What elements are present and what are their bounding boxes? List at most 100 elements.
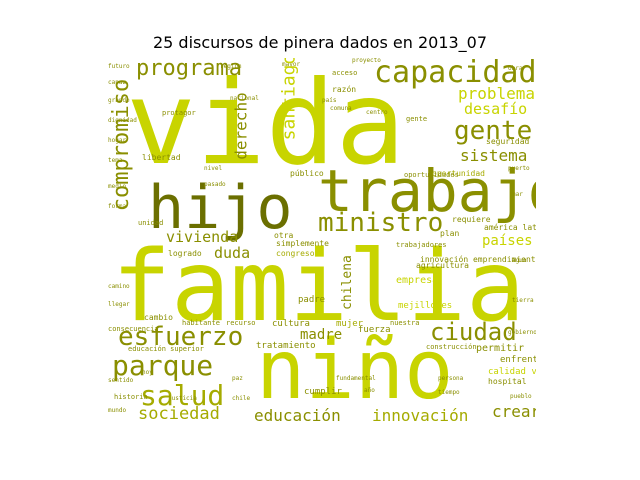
- word-oportunidades: oportunidades: [404, 171, 459, 179]
- word-gente-small: gente: [406, 115, 428, 123]
- figure-title: 25 discursos de pinera dados en 2013_07: [152, 33, 488, 52]
- word-trabajo: trabajo: [318, 157, 536, 225]
- word-gobierno: gobierno: [508, 329, 536, 336]
- word-sentido: sentido: [108, 377, 134, 384]
- word-calidad-vida: calidad vida: [488, 367, 536, 377]
- word-persona: persona: [438, 375, 464, 382]
- word-medio: medio: [108, 183, 127, 190]
- word-protagonista: protagor: [162, 109, 196, 117]
- word-innovacion: innovación: [372, 406, 469, 424]
- word-ciudad: ciudad: [430, 318, 517, 346]
- word-familia: familia: [112, 230, 526, 344]
- word-mar: mar: [512, 191, 523, 198]
- word-razon: razón: [332, 85, 357, 94]
- word-duda: duda: [214, 244, 251, 262]
- word-seguridad: seguridad: [486, 137, 530, 146]
- word-capaz: capaz: [108, 79, 127, 86]
- word-tema: tema: [108, 157, 123, 164]
- word-logrado: logrado: [168, 249, 202, 258]
- word-llegar: llegar: [108, 301, 130, 308]
- word-crear: crear: [492, 402, 536, 421]
- word-construccion: construcción: [426, 343, 477, 351]
- word-tierra: tierra: [512, 297, 534, 304]
- word-mundo: mundo: [108, 407, 127, 414]
- word-mayor: mayor: [282, 61, 301, 68]
- word-madre: madre: [300, 327, 343, 343]
- word-consecuencia: consecuencia: [108, 325, 159, 333]
- word-nuestra: nuestra: [390, 319, 420, 327]
- word-chile: chile: [232, 395, 251, 402]
- word-sociedad: sociedad: [138, 404, 220, 424]
- word-hospital: hospital: [488, 377, 527, 386]
- word-permitir: permitir: [476, 343, 525, 354]
- word-pueblo: pueblo: [510, 393, 532, 400]
- word-cumplir: cumplir: [304, 387, 342, 397]
- word-unidad: unidad: [138, 219, 164, 227]
- word-paises: países: [482, 233, 533, 249]
- word-sistema: sistema: [460, 146, 528, 165]
- word-programa: programa: [136, 58, 242, 81]
- word-paz: paz: [232, 375, 243, 382]
- word-parque: parque: [112, 349, 214, 382]
- word-otra: otra: [274, 231, 294, 240]
- word-hoy: hoy: [142, 369, 153, 376]
- word-plan: plan: [440, 229, 460, 238]
- word-obra: obra: [508, 65, 523, 72]
- word-pais: país: [322, 97, 337, 104]
- word-santiago: santiago: [278, 58, 300, 141]
- word-ministro: ministro: [318, 208, 444, 238]
- word-mujer: mujer: [336, 319, 364, 329]
- word-fuerza: fuerza: [358, 325, 391, 335]
- word-educacion-superior: educación superior: [128, 345, 204, 353]
- word-tiempo: tiempo: [438, 389, 460, 396]
- word-agua: agua: [512, 257, 527, 264]
- word-requiere: requiere: [452, 215, 491, 224]
- word-nino: niño: [256, 323, 454, 418]
- word-futuro: futuro: [108, 63, 130, 70]
- word-ano: año: [364, 387, 375, 394]
- word-educacion: educación: [254, 406, 341, 424]
- word-vivienda: vivienda: [166, 228, 239, 246]
- word-hogar: hogar: [108, 137, 127, 144]
- word-libertad: libertad: [142, 153, 181, 162]
- word-pasado: pasado: [204, 181, 226, 188]
- word-puerto: puerto: [508, 165, 530, 172]
- word-capacidad: capacidad: [374, 58, 536, 90]
- word-acceso: acceso: [332, 69, 358, 77]
- word-cambio: cambio: [144, 313, 173, 322]
- word-publico: público: [290, 169, 324, 178]
- word-forma: forma: [108, 203, 127, 210]
- word-oportunidad: oportunidad: [432, 169, 485, 178]
- word-hijo: hijo: [148, 173, 293, 243]
- word-gente: gente: [454, 116, 533, 146]
- word-dignidad: dignidad: [108, 117, 137, 124]
- word-proyecto: proyecto: [352, 58, 381, 64]
- word-grande: grande: [108, 97, 130, 104]
- word-america-latina: américa latina: [484, 223, 536, 232]
- word-empresa: empresa: [396, 275, 439, 286]
- word-salud: salud: [140, 379, 225, 412]
- word-agricultura: agricultura: [416, 261, 469, 270]
- word-problema: problema: [458, 84, 536, 103]
- word-desafio: desafío: [464, 100, 528, 118]
- word-camino: camino: [108, 283, 130, 290]
- word-padre: padre: [298, 295, 326, 305]
- word-trabajadores: trabajadores: [396, 241, 447, 249]
- word-centro: centro: [366, 109, 388, 116]
- word-simplemente: simplemente: [276, 239, 329, 248]
- word-esfuerzo: esfuerzo: [118, 322, 244, 352]
- word-chilena: chilena: [339, 255, 355, 310]
- word-justicia: justicia: [168, 395, 197, 402]
- word-derecho: derecho: [231, 92, 251, 160]
- word-compromiso: compromiso: [109, 78, 135, 212]
- word-tratamiento: tratamiento: [256, 341, 316, 351]
- word-innovacion-emprendimiento: innovación emprendimiento: [420, 255, 536, 264]
- word-mejillones: mejillones: [398, 301, 453, 311]
- word-cloud: vida familia niño trabajo hijo capacidad…: [104, 58, 536, 424]
- word-congreso: congreso: [276, 249, 315, 258]
- word-historia: historia: [114, 393, 148, 401]
- word-enfrentar: enfrentar: [500, 355, 536, 365]
- word-habitante: habitante: [182, 319, 220, 327]
- word-comuna: comuna: [330, 105, 352, 112]
